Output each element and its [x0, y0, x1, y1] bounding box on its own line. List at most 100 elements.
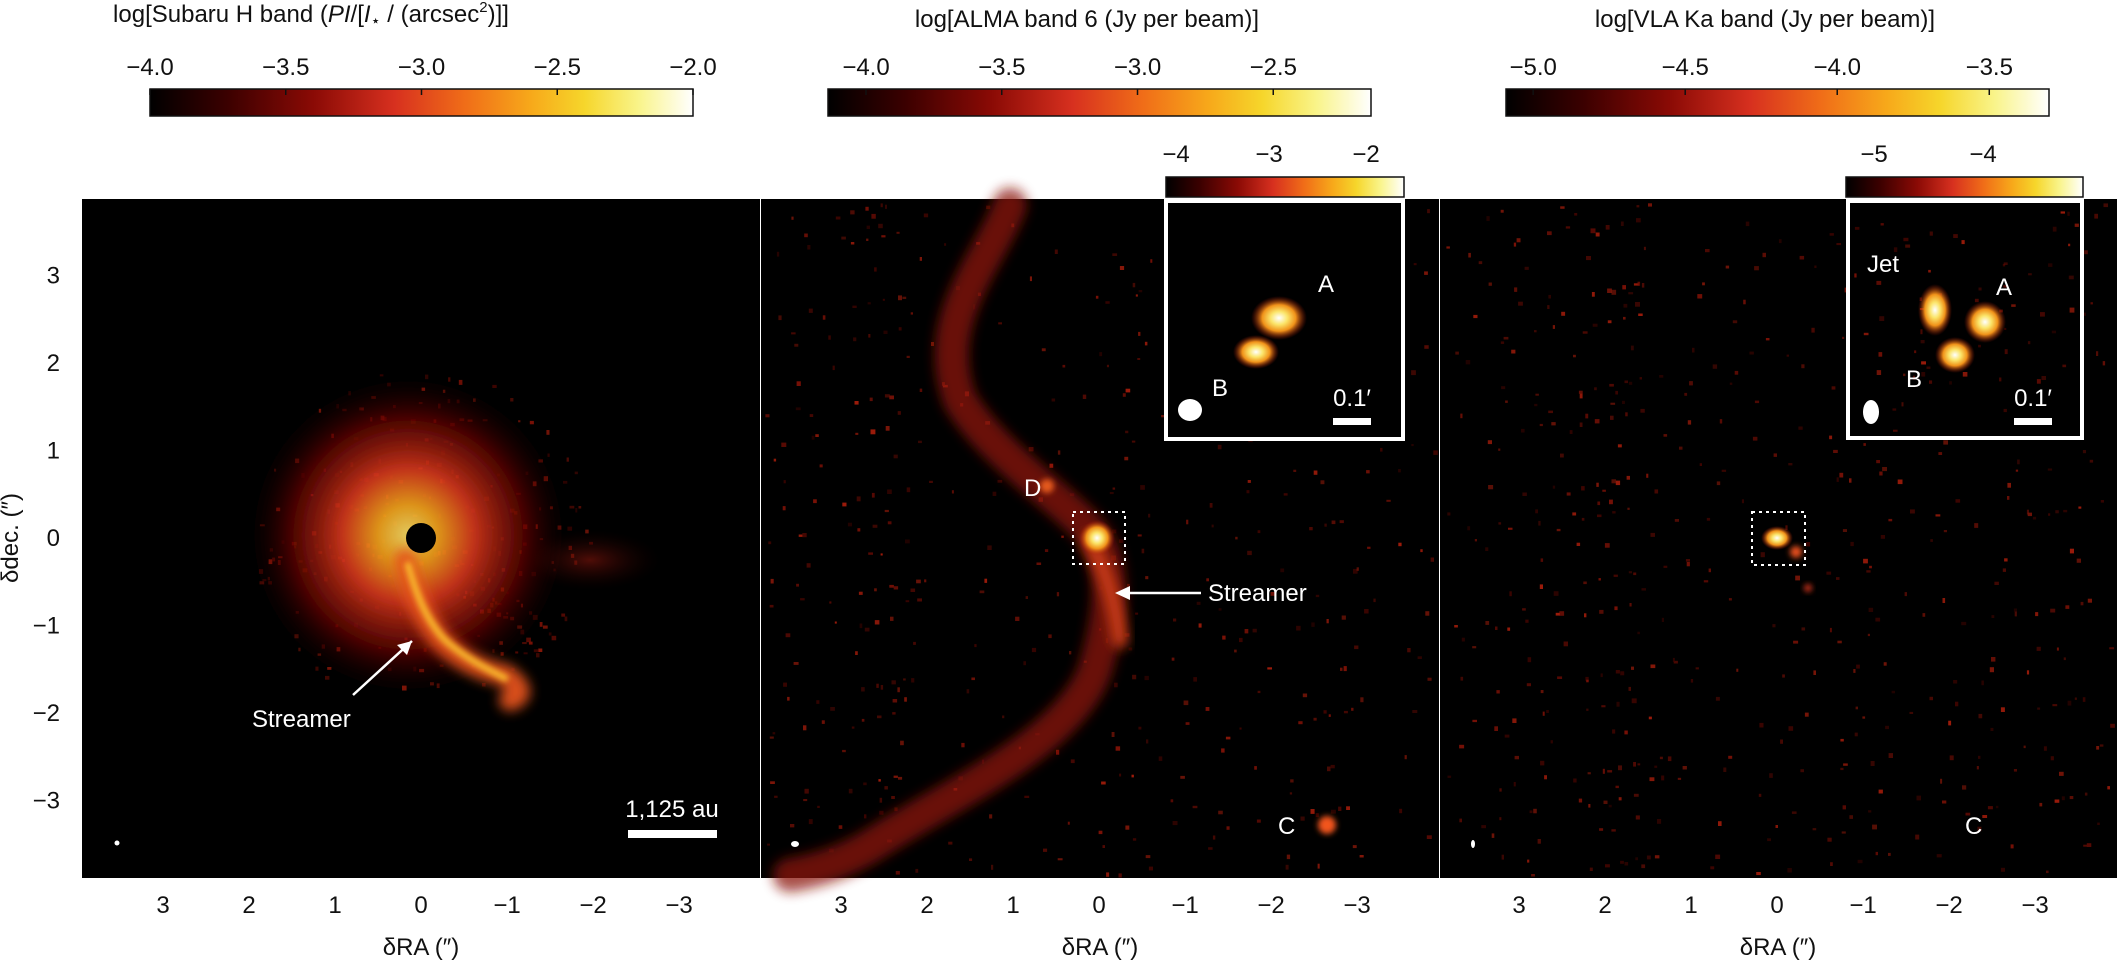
noise-pixel	[1498, 522, 1502, 525]
noise-pixel	[1540, 558, 1544, 562]
noise-pixel	[2110, 723, 2115, 728]
noise-pixel	[1503, 336, 1509, 340]
noise-pixel	[864, 627, 870, 632]
noise-pixel	[1749, 351, 1754, 355]
noise-pixel	[1620, 671, 1625, 676]
noise-pixel	[1106, 872, 1110, 877]
noise-pixel	[2074, 223, 2079, 227]
x-tick-label: 3	[1512, 892, 1525, 919]
noise-pixel	[1114, 682, 1118, 688]
noise-pixel	[1903, 237, 1909, 242]
noise-pixel	[1132, 282, 1136, 288]
noise-pixel	[1628, 292, 1634, 295]
noise-pixel	[1729, 382, 1733, 385]
x-tick-label: −1	[1849, 892, 1876, 919]
noise-pixel	[1193, 677, 1197, 682]
noise-pixel	[1481, 825, 1486, 829]
noise-pixel	[1913, 375, 1915, 380]
noise-pixel	[2007, 482, 2011, 488]
noise-pixel	[1607, 288, 1612, 293]
inset-scale-bar	[1333, 418, 1371, 425]
noise-pixel	[1976, 766, 1979, 770]
noise-pixel	[1686, 562, 1690, 567]
noise-pixel	[1023, 661, 1026, 666]
noise-pixel	[1465, 360, 1471, 365]
noise-pixel	[919, 388, 923, 392]
noise-pixel	[1827, 837, 1832, 842]
noise-pixel	[1635, 815, 1640, 820]
noise-pixel	[896, 231, 900, 234]
noise-pixel	[769, 604, 774, 608]
noise-pixel	[1732, 320, 1738, 324]
y-tick-label: −2	[33, 700, 60, 727]
noise-pixel	[791, 216, 794, 220]
noise-pixel	[800, 598, 805, 601]
noise-pixel	[1842, 336, 1845, 339]
noise-pixel	[1762, 252, 1766, 258]
noise-pixel	[770, 781, 775, 784]
noise-pixel	[835, 216, 841, 220]
noise-pixel	[902, 296, 907, 299]
noise-pixel	[811, 435, 815, 440]
noise-pixel	[1311, 622, 1315, 627]
noise-pixel	[2096, 746, 2100, 750]
noise-pixel	[821, 720, 825, 724]
noise-pixel	[1880, 535, 1885, 539]
noise-pixel	[1788, 463, 1793, 466]
inset-colorbar-tick-label: −4	[1162, 141, 1189, 168]
noise-pixel	[898, 295, 902, 301]
noise-pixel	[1051, 398, 1056, 402]
noise-pixel	[1600, 673, 1603, 678]
panel-subaru: log[Subaru H band (PI/[I⋆ / (arcsec2)]] …	[82, 0, 760, 961]
noise-pixel	[1943, 440, 1948, 445]
noise-pixel	[898, 327, 902, 331]
noise-pixel	[2003, 285, 2007, 288]
noise-pixel	[1467, 526, 1471, 531]
y-tick-label: 3	[47, 263, 60, 290]
noise-pixel	[1636, 218, 1641, 223]
noise-pixel	[1447, 775, 1452, 778]
noise-pixel	[1597, 514, 1602, 518]
noise-pixel	[2003, 408, 2007, 413]
noise-pixel	[772, 732, 776, 735]
noise-pixel	[868, 334, 871, 338]
noise-pixel	[891, 796, 895, 799]
noise-pixel	[1070, 759, 1075, 764]
noise-pixel	[1706, 517, 1711, 521]
noise-pixel	[1459, 744, 1465, 749]
x-tick-label: 2	[1598, 892, 1611, 919]
noise-pixel	[1573, 778, 1577, 783]
noise-pixel	[2043, 746, 2047, 751]
noise-pixel	[1112, 487, 1116, 490]
noise-pixel	[866, 225, 870, 229]
noise-pixel	[870, 429, 876, 435]
noise-pixel	[1031, 647, 1037, 653]
noise-pixel	[986, 205, 991, 210]
noise-pixel	[1888, 852, 1891, 856]
noise-pixel	[1206, 578, 1209, 582]
noise-pixel	[1641, 864, 1646, 869]
noise-pixel	[1472, 719, 1477, 723]
noise-pixel	[1343, 666, 1347, 672]
noise-pixel	[1649, 777, 1655, 782]
noise-pixel	[859, 623, 863, 629]
noise-pixel	[880, 685, 884, 690]
noise-pixel	[1015, 616, 1020, 621]
inset-beam	[1863, 400, 1879, 424]
noise-pixel	[1690, 679, 1694, 683]
colorbar-tick-label: −3.0	[398, 54, 445, 81]
noise-pixel	[1560, 206, 1565, 209]
noise-pixel	[1137, 358, 1141, 360]
noise-pixel	[1850, 541, 1854, 547]
noise-pixel	[1657, 819, 1662, 824]
inset-alma: A B 0.1′ −4 −3 −2	[1162, 141, 1405, 441]
noise-pixel	[1588, 804, 1591, 808]
noise-pixel	[1863, 558, 1868, 564]
noise-pixel	[1208, 847, 1213, 850]
noise-pixel	[861, 718, 865, 722]
noise-pixel	[1124, 456, 1129, 461]
noise-pixel	[1854, 273, 1857, 278]
noise-pixel	[1942, 800, 1947, 804]
noise-pixel	[991, 864, 994, 870]
noise-pixel	[1643, 246, 1646, 251]
